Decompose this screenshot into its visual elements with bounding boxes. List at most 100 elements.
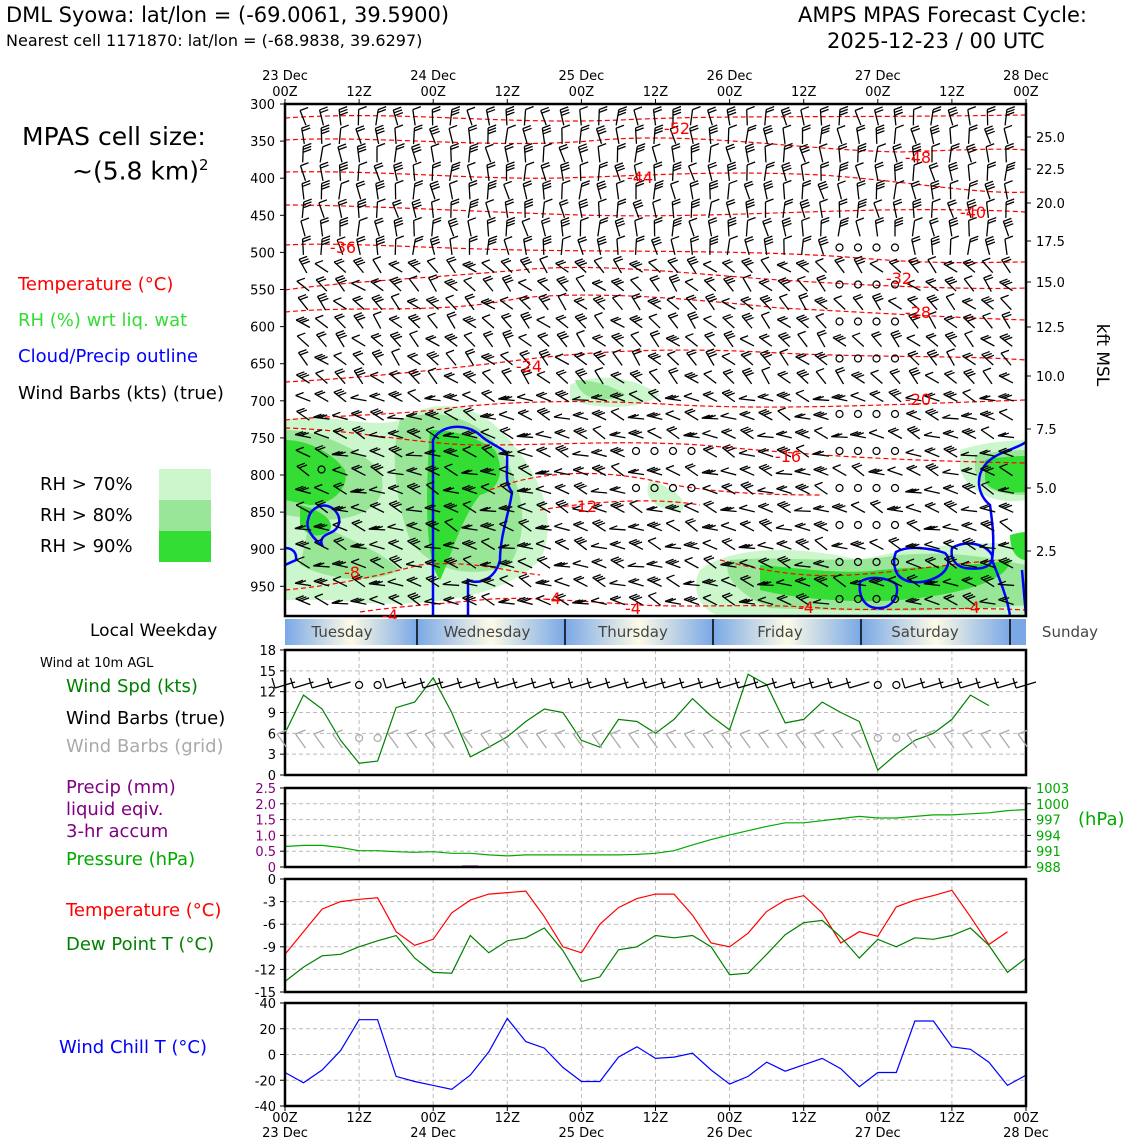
wind-barb-feather bbox=[596, 522, 606, 527]
wind-barb-feather bbox=[372, 503, 381, 508]
wind-barb-feather bbox=[443, 596, 452, 601]
wind-barb-feather bbox=[480, 428, 490, 433]
wind-barb bbox=[982, 370, 993, 385]
wind-barb-feather bbox=[432, 105, 441, 111]
wind-barb-feather bbox=[816, 576, 825, 581]
wind-barb-feather bbox=[943, 593, 952, 599]
wind-barb-feather bbox=[800, 596, 809, 601]
wind-barb-feather bbox=[598, 108, 608, 113]
wind-barb bbox=[704, 334, 716, 348]
wind-barb-feather bbox=[686, 432, 695, 437]
wind-barb-feather bbox=[413, 216, 422, 222]
wind-barb bbox=[590, 545, 608, 550]
wind-barb-feather bbox=[389, 370, 398, 375]
wind-barb-feather bbox=[412, 372, 421, 377]
wind-barb bbox=[776, 449, 792, 458]
wind-barb-feather bbox=[618, 106, 628, 111]
wind-barb bbox=[406, 469, 422, 476]
wind-barb-feather bbox=[781, 106, 790, 111]
isotherm-line bbox=[285, 399, 1026, 421]
wind-barb-feather bbox=[779, 392, 788, 397]
wind-barb bbox=[314, 502, 329, 514]
grid-wind-barb-feather bbox=[739, 729, 751, 735]
wind-barb-feather bbox=[757, 393, 767, 398]
wind-barb-feather bbox=[856, 124, 865, 129]
wind-barb bbox=[555, 502, 569, 514]
wind-barb-feather bbox=[765, 198, 774, 203]
wind-barb-feather bbox=[521, 258, 531, 264]
wind-barb-feather bbox=[504, 561, 513, 566]
wind-barb bbox=[629, 263, 643, 273]
wind-barb-feather bbox=[394, 167, 404, 172]
wind-barb-feather bbox=[777, 500, 786, 506]
wind-barb bbox=[648, 316, 661, 329]
wind-barb bbox=[794, 431, 811, 439]
wind-barb bbox=[535, 488, 552, 495]
wind-barb-feather bbox=[814, 426, 823, 432]
wind-barb bbox=[593, 353, 605, 366]
wind-barb-feather bbox=[634, 161, 643, 166]
wind-barb-feather bbox=[727, 164, 737, 169]
wind-barb-feather bbox=[1005, 223, 1014, 228]
wind-barb-feather bbox=[488, 238, 497, 243]
wind-barb-feather bbox=[483, 577, 492, 583]
wind-barb-feather bbox=[816, 298, 826, 303]
wind-barb-feather bbox=[895, 180, 905, 185]
wind-barb bbox=[629, 372, 643, 384]
wind-barb bbox=[500, 261, 513, 274]
wind-barb bbox=[741, 370, 753, 385]
wind-barb-feather bbox=[924, 595, 933, 600]
wind-barb-feather bbox=[945, 331, 954, 336]
time-label-top: 00Z bbox=[420, 85, 446, 100]
wind-barb-feather bbox=[888, 297, 897, 302]
wind-barb-feather bbox=[336, 370, 345, 375]
wind-barb-feather bbox=[333, 297, 342, 302]
wind-barb-feather bbox=[332, 575, 342, 581]
wind-barb-feather bbox=[372, 349, 381, 354]
wind-barb bbox=[369, 395, 385, 402]
wind-barb-feather bbox=[555, 259, 564, 264]
wind-barb-feather bbox=[393, 217, 403, 222]
wind-barb-feather bbox=[487, 216, 496, 222]
wind-barb-feather bbox=[487, 185, 497, 190]
wind-barb-feather bbox=[998, 392, 1007, 398]
wind-barb-feather bbox=[612, 486, 621, 491]
wind-barb-feather bbox=[925, 463, 934, 468]
wind-barb-feather bbox=[929, 411, 939, 416]
wind-barb bbox=[687, 314, 696, 329]
wind-barb bbox=[1003, 183, 1009, 200]
wind-barb bbox=[980, 522, 995, 532]
wind-barb-feather bbox=[520, 366, 530, 371]
wind-barb-feather bbox=[633, 263, 643, 268]
wind-barb-feather bbox=[908, 411, 918, 416]
wind-barb-feather bbox=[650, 353, 659, 359]
wind-barb-feather bbox=[852, 580, 862, 585]
wind-barb-feather bbox=[945, 391, 955, 397]
wind-barb-feather bbox=[503, 236, 513, 241]
wind-barb bbox=[480, 486, 496, 495]
wind-barb-feather bbox=[580, 216, 589, 222]
kft-tick-label: 15.0 bbox=[1036, 276, 1065, 291]
wind-barb-feather bbox=[687, 296, 697, 301]
wind-barb-feather bbox=[912, 201, 922, 206]
wind-barb-feather bbox=[535, 579, 544, 584]
wind-barb-feather bbox=[522, 433, 531, 438]
wind-barb-feather bbox=[553, 468, 563, 473]
wind-barb-feather bbox=[801, 161, 810, 166]
wind-barb-feather bbox=[338, 146, 347, 151]
wind-barb-feather bbox=[812, 598, 822, 604]
wind-barb bbox=[721, 540, 736, 551]
wind-barb-feather bbox=[819, 355, 828, 360]
wind-barb bbox=[812, 507, 830, 513]
wind-barb-feather bbox=[338, 392, 347, 397]
wind-barb-feather bbox=[963, 368, 972, 373]
wind-barb-feather bbox=[652, 300, 661, 305]
wind-barb-feather bbox=[705, 392, 714, 397]
wind-barb-feather bbox=[295, 540, 304, 545]
wind-barb-feather bbox=[611, 277, 620, 283]
wind-barb-feather bbox=[535, 430, 544, 435]
wind-barb-feather bbox=[462, 555, 472, 560]
wind-barb-feather bbox=[909, 367, 918, 372]
wind-barb-feather bbox=[574, 351, 583, 357]
